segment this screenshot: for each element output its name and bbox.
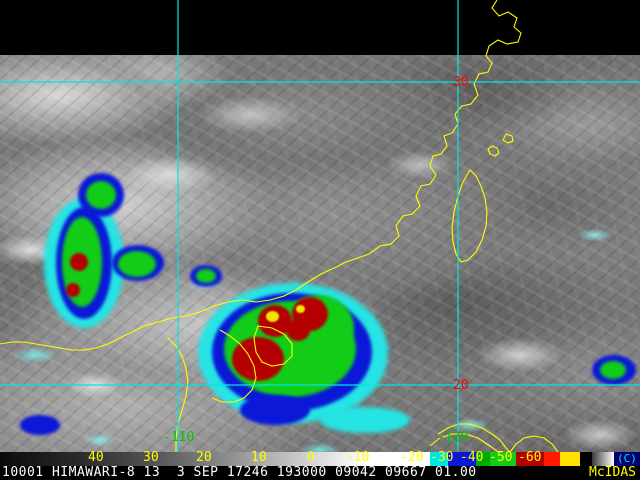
colorbar-enh-darkgreen (476, 452, 490, 466)
latitude-label-20: 20 (453, 378, 469, 393)
coastline-luzon-2 (509, 435, 559, 452)
colorbar-greyscale-ramp (0, 452, 430, 466)
cyclone-overshoot-top-2 (296, 305, 305, 313)
coastline-islands-north (487, 145, 500, 157)
temperature-colorbar (0, 452, 640, 466)
colorbar-tick-20: 20 (196, 450, 212, 465)
convective-blob-small-center-core (196, 269, 216, 283)
convective-band-south (240, 395, 310, 425)
convective-spot-southwest (20, 415, 60, 435)
coastline-indochina (167, 337, 189, 452)
colorbar-enh-cyan (430, 452, 448, 466)
convective-blob-midwest-core (118, 251, 156, 277)
coastline-taiwan (451, 169, 488, 263)
latitude-label-30: 30 (453, 75, 469, 90)
colorbar-tick-30: 30 (143, 450, 159, 465)
colorbar-enh-white (592, 452, 614, 466)
infrared-imagery (0, 55, 640, 452)
colorbar-tick-neg20: -20 (400, 450, 424, 465)
colorbar-tick-labels: 40 30 20 10 0 -10 -20 -30 -40 -50 -60 (C… (0, 450, 640, 466)
colorbar-tick-neg10: -10 (346, 450, 370, 465)
longitude-label-120: -120 (437, 430, 469, 445)
colorbar-enh-blue (448, 452, 476, 466)
cyclone-hot-tower-east (286, 319, 310, 341)
convective-blob-northwest-core (86, 181, 116, 209)
coastline-indochina-inner (211, 329, 257, 403)
convective-band-southeast (320, 407, 410, 433)
colorbar-tick-0: 0 (307, 450, 315, 465)
mcidas-brand-label: McIDAS (589, 465, 636, 480)
colorbar-enh-green (490, 452, 516, 466)
longitude-label-110: -110 (163, 430, 195, 445)
convective-blob-west-coldest (70, 253, 88, 271)
latlon-grid (0, 0, 640, 452)
colorbar-enh-red (544, 452, 560, 466)
convective-band-east-core (600, 361, 626, 379)
colorbar-tick-40: 40 (88, 450, 104, 465)
colorbar-enh-darkred (516, 452, 544, 466)
colorbar-tick-neg60: -60 (518, 450, 542, 465)
coastline-china (0, 0, 522, 351)
satellite-image-panel: 30 20 -110 -120 (0, 0, 640, 452)
colorbar-enh-navy (614, 452, 640, 466)
colorbar-enh-yellow (560, 452, 580, 466)
coastline-hainan (253, 325, 293, 367)
cyclone-overshoot-top (266, 311, 279, 322)
colorbar-unit-label: (C) (617, 452, 637, 465)
colorbar-tick-neg30: -30 (430, 450, 454, 465)
coastline-overlay (0, 0, 559, 452)
coastline-islands-north-2 (502, 133, 514, 144)
caption-text: 10001 HIMAWARI-8 13 3 SEP 17246 193000 0… (2, 465, 477, 480)
coastline-luzon (437, 423, 511, 452)
image-caption-bar: 10001 HIMAWARI-8 13 3 SEP 17246 193000 0… (0, 466, 640, 480)
convective-blob-west-coldest-2 (66, 283, 80, 297)
coastline-borneo (429, 433, 499, 452)
colorbar-tick-neg50: -50 (489, 450, 513, 465)
colorbar-enh-black (580, 452, 592, 466)
colorbar-tick-10: 10 (251, 450, 267, 465)
colorbar-tick-neg40: -40 (460, 450, 484, 465)
